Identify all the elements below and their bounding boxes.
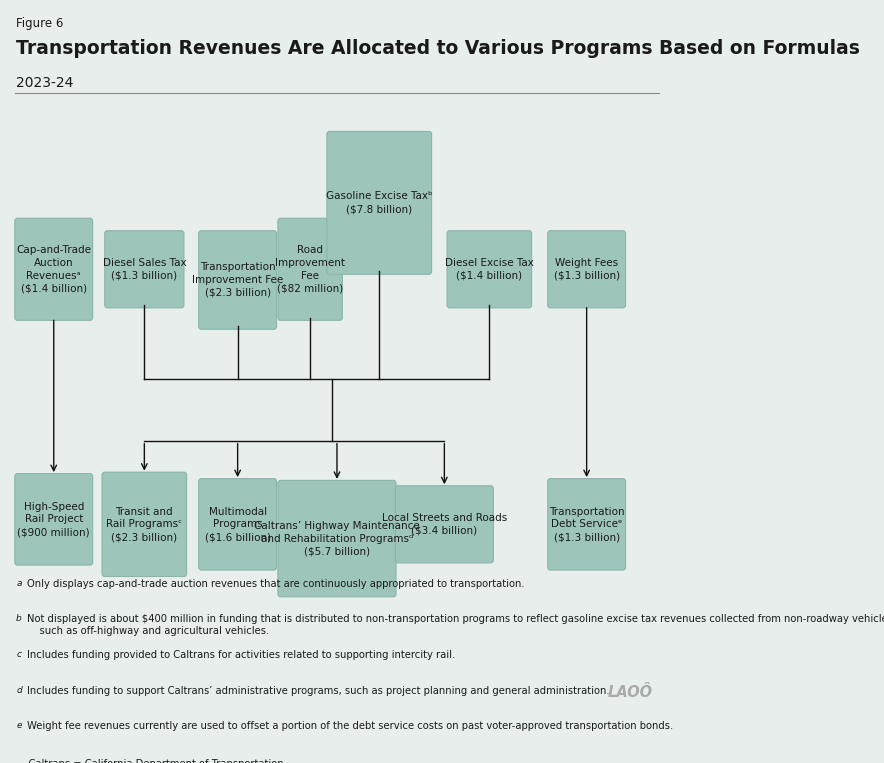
Text: Only displays cap-and-trade auction revenues that are continuously appropriated : Only displays cap-and-trade auction reve… [27,578,524,588]
Text: d: d [16,686,22,695]
Text: Gasoline Excise Taxᵇ
($7.8 billion): Gasoline Excise Taxᵇ ($7.8 billion) [326,192,432,214]
FancyBboxPatch shape [15,218,93,320]
FancyBboxPatch shape [104,230,184,307]
Text: Diesel Sales Tax
($1.3 billion): Diesel Sales Tax ($1.3 billion) [103,258,187,281]
FancyBboxPatch shape [548,478,626,570]
FancyBboxPatch shape [395,486,493,563]
Text: b: b [16,614,22,623]
FancyBboxPatch shape [278,218,342,320]
Text: Caltrans = California Department of Transportation.: Caltrans = California Department of Tran… [16,759,287,763]
FancyBboxPatch shape [548,230,626,307]
Text: Not displayed is about $400 million in funding that is distributed to non-transp: Not displayed is about $400 million in f… [27,614,884,636]
FancyBboxPatch shape [199,478,277,570]
FancyBboxPatch shape [102,472,187,577]
FancyBboxPatch shape [278,481,396,597]
Text: c: c [16,650,21,659]
Text: e: e [16,722,21,730]
Text: Figure 6: Figure 6 [16,17,64,30]
Text: Cap-and-Trade
Auction
Revenuesᵃ
($1.4 billion): Cap-and-Trade Auction Revenuesᵃ ($1.4 bi… [16,245,91,294]
Text: Transportation
Improvement Fee
($2.3 billion): Transportation Improvement Fee ($2.3 bil… [192,262,283,298]
FancyBboxPatch shape [199,230,277,330]
FancyBboxPatch shape [15,474,93,565]
Text: Road
Improvement
Fee
($82 million): Road Improvement Fee ($82 million) [275,245,345,294]
Text: Diesel Excise Tax
($1.4 billion): Diesel Excise Tax ($1.4 billion) [445,258,534,281]
Text: Transit and
Rail Programsᶜ
($2.3 billion): Transit and Rail Programsᶜ ($2.3 billion… [106,507,182,542]
Text: LAOÔ: LAOÔ [607,685,652,700]
Text: Includes funding to support Caltrans’ administrative programs, such as project p: Includes funding to support Caltrans’ ad… [27,686,610,696]
Text: Multimodal
Programs
($1.6 billion): Multimodal Programs ($1.6 billion) [204,507,271,542]
Text: Weight fee revenues currently are used to offset a portion of the debt service c: Weight fee revenues currently are used t… [27,722,673,732]
Text: Includes funding provided to Caltrans for activities related to supporting inter: Includes funding provided to Caltrans fo… [27,650,455,660]
Text: Transportation Revenues Are Allocated to Various Programs Based on Formulas: Transportation Revenues Are Allocated to… [16,39,860,57]
Text: a: a [16,578,21,588]
Text: Local Streets and Roads
($3.4 billion): Local Streets and Roads ($3.4 billion) [382,513,507,536]
FancyBboxPatch shape [327,131,431,274]
Text: 2023-24: 2023-24 [16,76,73,90]
Text: Transportation
Debt Serviceᵉ
($1.3 billion): Transportation Debt Serviceᵉ ($1.3 billi… [549,507,624,542]
Text: Weight Fees
($1.3 billion): Weight Fees ($1.3 billion) [553,258,620,281]
FancyBboxPatch shape [447,230,531,307]
Text: Caltrans’ Highway Maintenance
and Rehabilitation Programsᵈ
($5.7 billion): Caltrans’ Highway Maintenance and Rehabi… [254,521,420,556]
Text: High-Speed
Rail Project
($900 million): High-Speed Rail Project ($900 million) [18,501,90,537]
